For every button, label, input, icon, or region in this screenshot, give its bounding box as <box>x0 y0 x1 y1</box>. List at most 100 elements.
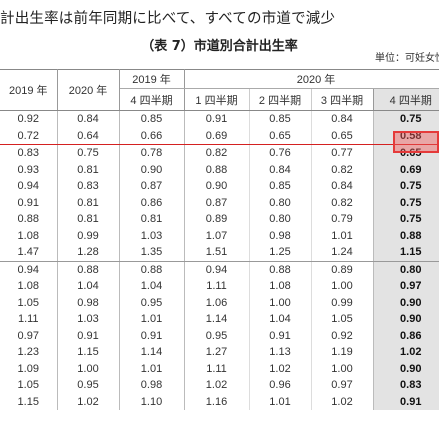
table-cell: 1.04 <box>57 278 120 295</box>
table-cell: 0.97 <box>373 278 439 295</box>
table-cell: 0.96 <box>249 377 312 394</box>
table-cell: 0.81 <box>57 211 120 228</box>
table-cell: 1.13 <box>249 344 312 361</box>
table-cell: 0.88 <box>249 261 312 278</box>
table-cell: 0.69 <box>373 161 439 178</box>
col-header-2019-q4: 4 四半期 <box>119 88 185 111</box>
table-cell: 0.85 <box>249 178 312 195</box>
table-cell: 0.84 <box>249 161 312 178</box>
table-row: 0.91 0.81 0.86 0.87 0.80 0.82 0.75 <box>0 194 439 211</box>
table-row: 0.83 0.75 0.78 0.82 0.76 0.77 0.65 <box>0 144 439 162</box>
table-cell: 0.89 <box>311 261 374 278</box>
table-cell: 0.94 <box>0 261 58 278</box>
table-cell: 1.04 <box>249 311 312 328</box>
table-cell: 0.84 <box>57 110 120 128</box>
table-cell: 0.75 <box>373 178 439 195</box>
table-cell: 0.58 <box>373 127 439 145</box>
table-cell: 0.99 <box>311 294 374 311</box>
table-cell: 0.94 <box>184 261 250 278</box>
table-cell: 1.19 <box>311 344 374 361</box>
table-cell: 0.88 <box>373 227 439 244</box>
table-cell: 1.01 <box>249 393 312 410</box>
table-cell: 0.86 <box>119 194 185 211</box>
table-cell: 1.11 <box>0 311 58 328</box>
table-cell: 0.90 <box>373 360 439 377</box>
table-cell: 0.94 <box>0 178 58 195</box>
table-cell: 0.81 <box>119 211 185 228</box>
table-cell: 1.11 <box>184 278 250 295</box>
col-header-2020-q2: 2 四半期 <box>249 88 312 111</box>
col-header-2020: 2020 年 <box>57 69 120 111</box>
table-cell: 0.87 <box>184 194 250 211</box>
table-cell: 1.09 <box>0 360 58 377</box>
table-row: 1.09 1.00 1.01 1.11 1.02 1.00 0.90 <box>0 360 439 377</box>
fertility-rate-table: 2019 年 2020 年 2019 年 2020 年 4 四半期 1 四半期 … <box>0 69 439 410</box>
table-row: 0.94 0.83 0.87 0.90 0.85 0.84 0.75 <box>0 178 439 195</box>
table-cell: 0.88 <box>57 261 120 278</box>
table-cell: 0.65 <box>249 127 312 145</box>
table-cell: 0.83 <box>373 377 439 394</box>
table-cell: 0.98 <box>119 377 185 394</box>
table-row: 0.93 0.81 0.90 0.88 0.84 0.82 0.69 <box>0 161 439 178</box>
table-cell: 0.92 <box>311 327 374 344</box>
table-cell: 0.92 <box>0 110 58 128</box>
table-cell: 0.93 <box>0 161 58 178</box>
table-cell: 0.80 <box>249 211 312 228</box>
report-heading: 計出生率は前年同期に比べて、すべての市道で減少 <box>0 11 336 27</box>
table-cell: 0.90 <box>373 294 439 311</box>
table-cell: 1.47 <box>0 244 58 262</box>
table-cell: 0.75 <box>373 194 439 211</box>
table-cell: 0.99 <box>57 227 120 244</box>
table-cell: 1.27 <box>184 344 250 361</box>
table-cell: 0.90 <box>119 161 185 178</box>
table-cell: 0.91 <box>119 327 185 344</box>
table-cell: 0.91 <box>57 327 120 344</box>
table-cell: 0.95 <box>119 294 185 311</box>
table-title: （表 7）市道別合計出生率 <box>141 39 298 54</box>
table-cell: 1.16 <box>184 393 250 410</box>
table-row: 0.92 0.84 0.85 0.91 0.85 0.84 0.75 <box>0 110 439 128</box>
table-cell: 0.91 <box>184 110 250 128</box>
table-cell: 0.84 <box>311 178 374 195</box>
table-cell: 0.91 <box>0 194 58 211</box>
table-row: 1.05 0.98 0.95 1.06 1.00 0.99 0.90 <box>0 294 439 311</box>
table-cell: 1.05 <box>0 294 58 311</box>
col-header-2020-q4: 4 四半期 <box>373 88 439 111</box>
table-cell: 1.15 <box>373 244 439 262</box>
table-cell: 1.03 <box>119 227 185 244</box>
table-cell: 0.81 <box>57 161 120 178</box>
table-cell: 1.05 <box>311 311 374 328</box>
table-cell: 0.80 <box>249 194 312 211</box>
table-cell: 0.84 <box>311 110 374 128</box>
table-row: 1.08 1.04 1.04 1.11 1.08 1.00 0.97 <box>0 278 439 295</box>
table-row: 0.88 0.81 0.81 0.89 0.80 0.79 0.75 <box>0 211 439 228</box>
table-cell: 1.04 <box>119 278 185 295</box>
table-cell: 1.02 <box>184 377 250 394</box>
table-cell: 1.08 <box>0 278 58 295</box>
table-cell: 0.87 <box>119 178 185 195</box>
table-cell: 1.11 <box>184 360 250 377</box>
table-cell: 0.88 <box>119 261 185 278</box>
table-row: 1.47 1.28 1.35 1.51 1.25 1.24 1.15 <box>0 244 439 262</box>
table-cell: 1.15 <box>0 393 58 410</box>
table-cell: 1.35 <box>119 244 185 262</box>
table-cell: 0.72 <box>0 127 58 145</box>
table-cell: 1.08 <box>249 278 312 295</box>
table-cell: 0.83 <box>57 178 120 195</box>
table-cell: 0.97 <box>311 377 374 394</box>
group-header-2019: 2019 年 <box>119 69 185 89</box>
table-cell: 0.88 <box>0 211 58 228</box>
col-header-2020-q1: 1 四半期 <box>184 88 250 111</box>
table-row: 0.72 0.64 0.66 0.69 0.65 0.65 0.58 <box>0 127 439 145</box>
table-cell: 0.95 <box>184 327 250 344</box>
table-row: 1.23 1.15 1.14 1.27 1.13 1.19 1.02 <box>0 344 439 361</box>
table-cell: 1.24 <box>311 244 374 262</box>
table-cell: 0.85 <box>249 110 312 128</box>
table-cell: 1.00 <box>249 294 312 311</box>
table-cell: 1.14 <box>119 344 185 361</box>
table-cell: 1.07 <box>184 227 250 244</box>
table-cell: 0.90 <box>184 178 250 195</box>
unit-label: 単位：可妊女性 <box>375 53 439 64</box>
table-row: 1.15 1.02 1.10 1.16 1.01 1.02 0.91 <box>0 393 439 410</box>
table-cell: 0.88 <box>184 161 250 178</box>
